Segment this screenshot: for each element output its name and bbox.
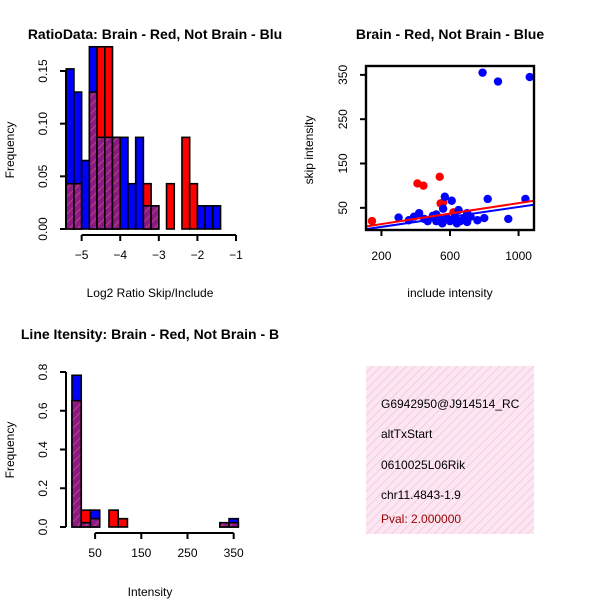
scatter-point-not-brain-23 [478,68,487,77]
line-intensity-histogram-y-tick-label-0: 0.0 [36,518,50,535]
line-intensity-histogram-y-tick-label-3: 0.6 [36,402,50,419]
ratio-histogram-x-tick-label-3: −2 [191,248,205,262]
info-box: G6942950@J914514_RC altTxStart 0610025L0… [366,366,534,534]
line-intensity-histogram-x-tick-label-2: 250 [177,546,197,560]
ratio-histogram-x-tick-label-4: −1 [229,248,243,262]
ratio-histogram-overlap-bar-6 [111,136,122,230]
line-intensity-histogram-y-tick-label-1: 0.2 [36,480,50,497]
intensity-scatter-y-tick-label-0: 50 [336,201,350,215]
ratio-histogram-bar-15 [181,136,191,230]
line-intensity-histogram-x-tick-label-3: 350 [224,546,244,560]
line-intensity-histogram-overlap-bar-0 [71,399,83,528]
ratio-histogram-bar-19 [212,205,222,230]
ratio-histogram-y-tick-label-2: 0.10 [36,112,50,136]
line-intensity-histogram-overlap-bar-17 [228,521,240,528]
info-gene-name: 0610025L06Rik [381,458,466,472]
intensity-scatter: Brain - Red, Not Brain - Blue 200 600 1000… [302,26,544,300]
intensity-scatter-axes: 200 600 1000 50 150 250 350 [336,65,532,263]
scatter-point-not-brain-22 [483,194,492,204]
scatter-point-not-brain-20 [473,216,482,225]
intensity-scatter-title: Brain - Red, Not Brain - Blue [356,26,544,42]
line-intensity-histogram-title: Line Itensity: Brain - Red, Not Brain - … [21,326,279,342]
ratio-histogram-y-tick-label-0: 0.00 [36,217,50,241]
ratio-histogram-bar-17 [196,205,206,230]
scatter-point-not-brain-24 [493,77,503,86]
line-intensity-histogram-x-tick-label-0: 50 [88,546,102,560]
ratio-histogram: RatioData: Brain - Red, Not Brain - Blu … [3,26,282,300]
scatter-point-not-brain-10 [440,192,450,201]
scatter-point-not-brain-30 [438,204,448,213]
ratio-histogram-y-tick-label-3: 0.15 [36,59,50,83]
scatter-point-not-brain-25 [504,214,513,224]
line-intensity-histogram-overlap-bar-2 [89,517,101,528]
ratio-histogram-x-tick-label-0: −5 [75,248,89,262]
scatter-point-not-brain-29 [452,219,462,228]
intensity-scatter-y-tick-label-2: 250 [336,109,350,129]
ratio-histogram-overlap-bar-0 [65,182,75,230]
intensity-scatter-x-tick-label-1: 600 [440,249,460,263]
scatter-point-brain-3 [435,172,444,182]
scatter-point-brain-0 [367,216,377,226]
line-intensity-histogram-xlabel: Intensity [128,585,173,599]
ratio-histogram-axes: −5 −4 −3 −2 −1 0.00 0.05 0.10 0.15 [36,59,243,262]
intensity-scatter-xlabel: include intensity [407,286,492,300]
ratio-histogram-overlap-bar-11 [150,205,160,230]
line-intensity-histogram-bar-4 [108,509,119,528]
ratio-histogram-title: RatioData: Brain - Red, Not Brain - Blu [28,26,282,42]
intensity-scatter-ylabel: skip intensity [302,116,316,185]
ratio-histogram-overlap-bar-4 [96,136,106,230]
ratio-histogram-bar-13 [165,182,176,230]
scatter-point-not-brain-0 [394,213,403,222]
ratio-histogram-bar-2 [80,159,91,230]
line-intensity-histogram-axes: 50 150 250 350 0.0 0.2 0.4 0.6 0.8 [36,363,244,560]
line-intensity-histogram-y-tick-label-4: 0.8 [36,363,50,380]
scatter-point-not-brain-27 [525,72,534,82]
ratio-histogram-bar-9 [134,136,145,230]
ratio-histogram-x-tick-label-1: −4 [113,248,127,262]
intensity-scatter-clip-group [366,68,534,230]
fit-line-brain [366,199,534,228]
scatter-point-not-brain-13 [447,196,456,205]
ratio-histogram-bar-18 [204,205,214,230]
line-intensity-histogram: Line Itensity: Brain - Red, Not Brain - … [3,326,279,599]
intensity-scatter-y-tick-label-3: 350 [336,65,350,85]
scatter-point-not-brain-3 [414,208,424,218]
scatter-point-not-brain-21 [480,213,489,223]
scatter-point-brain-2 [419,181,428,190]
line-intensity-histogram-y-tick-label-2: 0.4 [36,441,50,458]
ratio-histogram-overlap-bar-10 [142,205,152,230]
intensity-scatter-x-tick-label-2: 1000 [505,249,532,263]
scatter-point-not-brain-31 [462,217,472,227]
line-intensity-histogram-x-tick-label-1: 150 [131,546,151,560]
line-intensity-histogram-ylabel: Frequency [3,422,17,479]
info-location: chr11.4843-1.9 [381,488,461,502]
info-event-type: altTxStart [381,427,433,441]
fit-line-not-brain [366,203,534,230]
intensity-scatter-x-tick-label-0: 200 [371,249,391,263]
ratio-histogram-x-tick-label-2: −3 [152,248,166,262]
info-box-background [366,366,534,534]
ratio-histogram-bar-7 [119,136,129,230]
ratio-histogram-bar-8 [127,182,137,230]
ratio-histogram-overlap-bar-5 [104,136,114,230]
ratio-histogram-overlap-bar-1 [73,182,83,230]
ratio-histogram-overlap-bar-3 [88,91,98,230]
ratio-histogram-xlabel: Log2 Ratio Skip/Include [87,286,214,300]
line-intensity-histogram-overlap-bar-1 [80,521,92,528]
info-probe-id: G6942950@J914514_RC [381,397,520,411]
line-intensity-histogram-bar-5 [117,517,129,528]
line-intensity-histogram-overlap-bar-16 [219,521,230,528]
ratio-histogram-y-tick-label-1: 0.05 [36,164,50,188]
ratio-histogram-ylabel: Frequency [3,122,17,179]
info-pval: Pval: 2.000000 [381,512,461,526]
intensity-scatter-plot [364,64,536,232]
ratio-histogram-bars [65,45,222,230]
line-intensity-histogram-bars [71,374,240,528]
intensity-scatter-y-tick-label-1: 150 [336,153,350,173]
ratio-histogram-bar-16 [188,182,199,230]
